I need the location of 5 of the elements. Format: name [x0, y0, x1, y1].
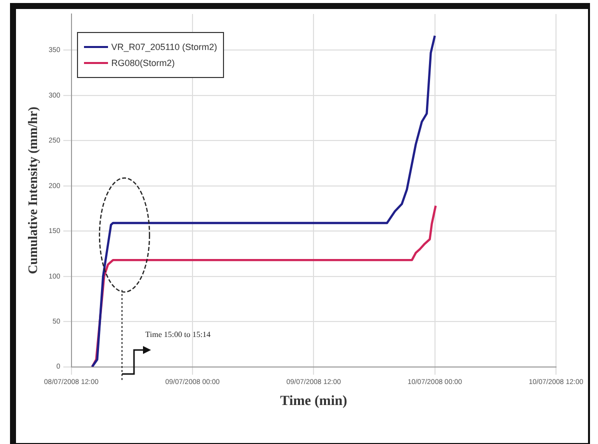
y-axis-title: Cumulative Intensity (mm/hr)	[25, 106, 40, 274]
annotation: Time 15:00 to 15:14	[145, 330, 211, 339]
legend-label: VR_R07_205110 (Storm2)	[111, 42, 218, 52]
x-axis-title: Time (min)	[280, 394, 348, 410]
legend-label: RG080(Storm2)	[111, 58, 175, 68]
